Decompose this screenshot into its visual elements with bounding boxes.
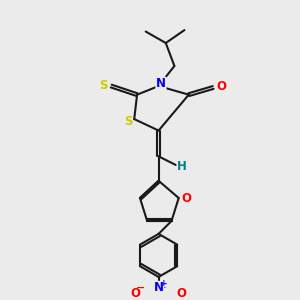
Text: S: S	[124, 115, 132, 128]
Text: −: −	[136, 283, 145, 293]
Text: O: O	[130, 286, 141, 299]
Text: N: N	[156, 77, 166, 90]
Text: O: O	[182, 191, 192, 205]
Text: +: +	[160, 279, 168, 288]
Text: H: H	[177, 160, 187, 173]
Text: S: S	[99, 79, 107, 92]
Text: O: O	[177, 286, 187, 299]
Text: N: N	[154, 281, 164, 294]
Text: O: O	[216, 80, 226, 93]
